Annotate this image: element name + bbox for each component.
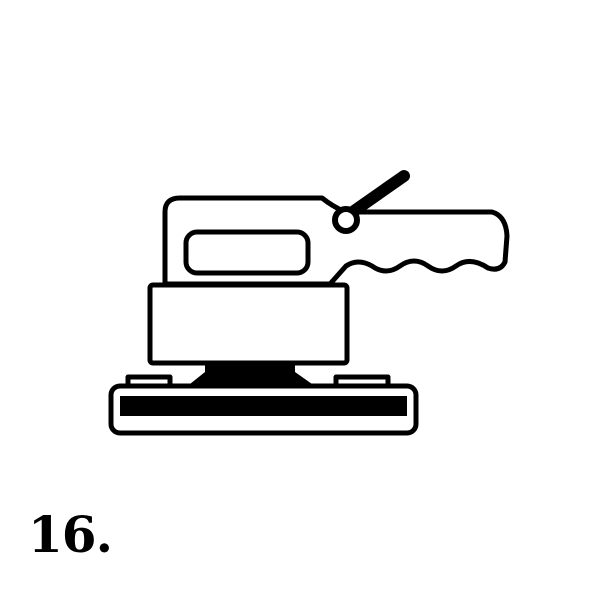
sander-handle (162, 195, 510, 287)
handle-slot (183, 229, 311, 276)
right-paper-clamp (333, 374, 391, 389)
sander-base-pad (108, 383, 419, 436)
sander-motor-body (147, 282, 350, 366)
left-paper-clamp (125, 374, 173, 389)
sanding-sheet (120, 396, 407, 416)
figure-number: 16. (28, 505, 113, 564)
lever-pivot (332, 206, 360, 234)
spindle-flange (190, 372, 312, 384)
